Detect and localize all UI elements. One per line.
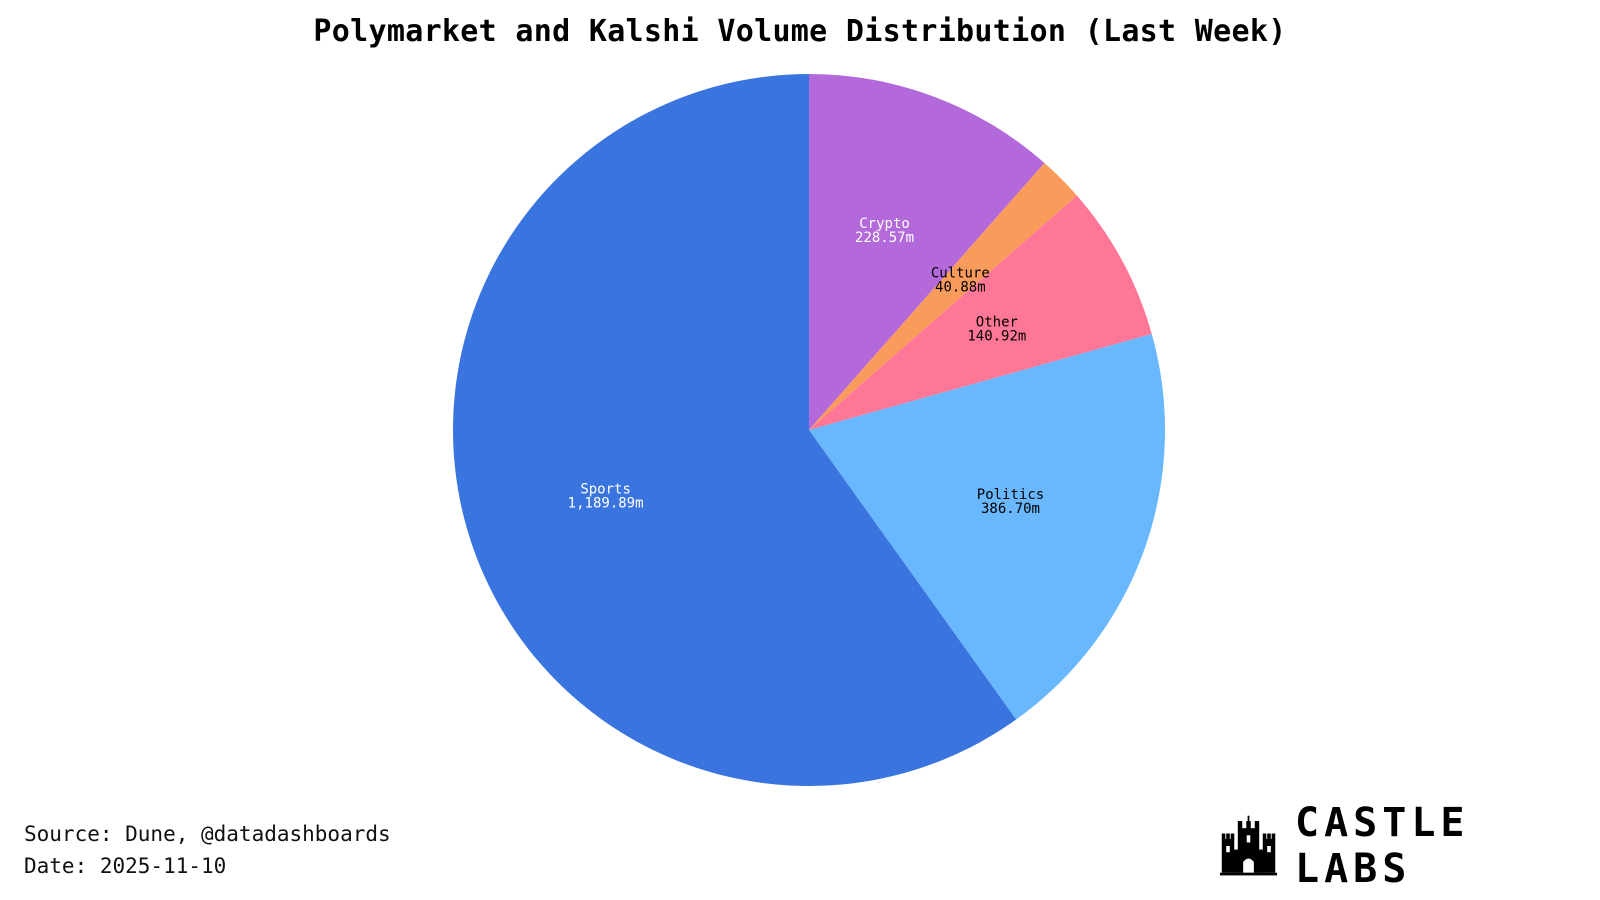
date-text: Date: 2025-11-10	[24, 854, 227, 878]
pie-slice-politics	[809, 333, 1165, 720]
footer: Source: Dune, @datadashboards Date: 2025…	[24, 818, 391, 882]
slice-value-politics: 386.70m	[981, 501, 1040, 517]
slice-label-culture: Culture	[931, 265, 990, 281]
castle-icon	[1220, 815, 1278, 876]
slice-value-crypto: 228.57m	[855, 230, 914, 246]
slice-label-politics: Politics	[977, 487, 1044, 503]
slice-label-sports: Sports	[580, 481, 631, 497]
pie-slices	[453, 74, 1165, 786]
pie-slice-other	[809, 195, 1152, 430]
pie-slice-sports	[453, 74, 1017, 786]
slice-value-sports: 1,189.89m	[568, 495, 644, 511]
chart-title: Polymarket and Kalshi Volume Distributio…	[313, 14, 1287, 49]
slice-label-crypto: Crypto	[859, 216, 910, 232]
source-text: Source: Dune, @datadashboards	[24, 822, 391, 846]
slice-value-other: 140.92m	[967, 328, 1026, 344]
pie-slice-culture	[809, 163, 1077, 431]
logo-text: CASTLE LABS	[1295, 800, 1470, 892]
slice-value-culture: 40.88m	[935, 279, 986, 295]
castle-labs-logo: CASTLE LABS	[1220, 800, 1580, 892]
slice-label-other: Other	[976, 314, 1018, 330]
pie-slice-crypto	[809, 74, 1045, 430]
